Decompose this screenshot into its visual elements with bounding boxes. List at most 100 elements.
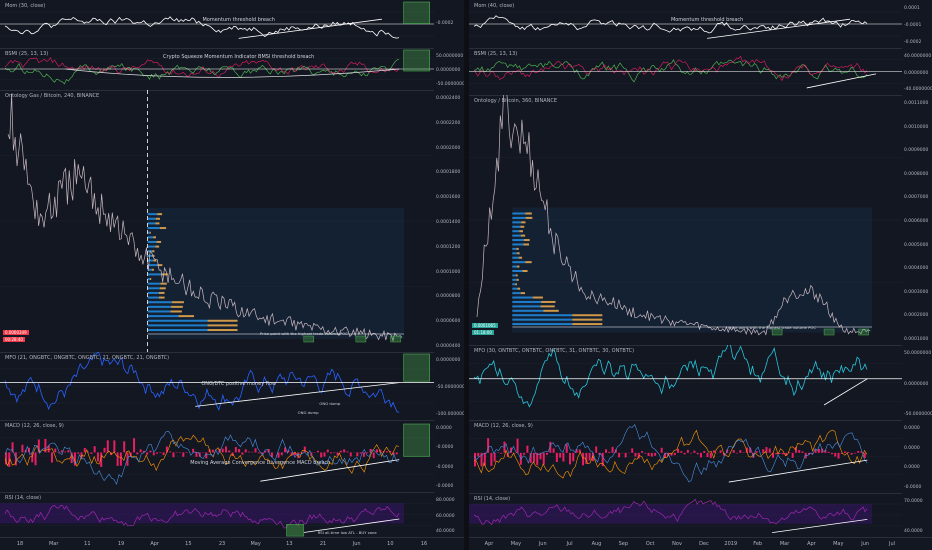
axis-tick-label: 0.0010000	[904, 124, 929, 130]
time-axis[interactable]: Apr May Jun Jul Aug Sep Oct Nov Dec 2019 Feb Mar Apr…	[469, 537, 902, 550]
volume-profile-bar	[541, 300, 556, 303]
volume-profile-bar	[157, 213, 163, 216]
dump-annotation: ONG dump	[319, 400, 341, 406]
macd-histogram-bar	[257, 452, 260, 454]
highlight-box	[303, 335, 315, 343]
volume-profile-bar	[171, 305, 183, 308]
price-axis[interactable]: 70.0000 40.0000	[902, 493, 932, 537]
macd-histogram-bar	[572, 452, 575, 462]
pane-rsi[interactable]: RSI (14, close) 80.0000 60.0000 40.0000 RSI …	[0, 492, 464, 538]
macd-histogram-bar	[247, 451, 250, 453]
price-axis[interactable]: 80.0000 60.0000 40.0000	[434, 492, 464, 537]
macd-histogram-bar	[778, 452, 781, 454]
price-axis[interactable]: 0.0001 -0.0001 -0.0002	[902, 0, 932, 48]
money-flow-line	[4, 352, 400, 413]
pane-mfo[interactable]: MFO (30, ONTBTC, ONTBTC, ONTBTC, 31, ONT…	[469, 345, 932, 421]
pane-title: Mom (40, close)	[474, 3, 515, 9]
pane-plot-rsi[interactable]	[469, 493, 902, 537]
volume-profile-bar	[147, 273, 162, 276]
macd-histogram-bar	[339, 450, 342, 453]
price-axis[interactable]: 50.0000000 0.0000000 -50.0000000	[902, 345, 932, 420]
pane-plot-price[interactable]	[0, 90, 434, 352]
macd-histogram-bar	[578, 449, 581, 453]
layout-divider[interactable]	[464, 0, 469, 550]
macd-histogram-bar	[781, 452, 784, 455]
volume-profile-bar	[170, 310, 182, 313]
volume-profile-bar	[155, 217, 160, 220]
macd-histogram-bar	[585, 452, 588, 464]
volume-profile-bar	[512, 287, 518, 290]
pane-rsi[interactable]: RSI (14, close) 70.0000 40.0000	[469, 493, 932, 538]
macd-histogram-bar	[139, 449, 142, 453]
axis-tick-label: 0.0000400	[436, 344, 461, 349]
pane-macd[interactable]: MACD (12, 26, close, 9) 0.0000 -0.0000 -0.0…	[0, 420, 464, 493]
time-axis-label: Apr	[150, 541, 159, 547]
pane-plot-mom[interactable]	[0, 0, 434, 48]
price-axis[interactable]: 0.0000 -0.0000 -0.0000 -0.0000	[434, 420, 464, 492]
macd-histogram-bar	[96, 452, 99, 462]
time-axis-label: May	[833, 541, 844, 547]
right-chart-layout[interactable]: Mom (40, close) 0.0001 -0.0001 -0.0002 Momen…	[469, 0, 932, 550]
macd-histogram-bar	[749, 447, 752, 453]
volume-profile-bar	[147, 245, 156, 248]
axis-tick-label: -50.0000000	[436, 385, 464, 390]
left-chart-layout[interactable]: Mom (30, close) -0.0002 Momentum threshold…	[0, 0, 464, 550]
price-axis[interactable]: 0.0002400 0.0002200 0.0002000 0.0001800 0.00…	[434, 90, 464, 352]
current-price-tag: 00:28:40	[3, 337, 25, 342]
macd-histogram-bar	[650, 452, 653, 457]
pane-plot-macd[interactable]	[0, 420, 434, 492]
money-flow-line	[473, 345, 868, 408]
axis-tick-label: 0.0000000	[436, 68, 461, 73]
price-axis[interactable]: 0.0011000 0.0010000 0.0009000 0.0008000 0.00…	[902, 95, 932, 345]
pane-price[interactable]: Ontology Gas / Bitcoin, 240, BINANCE 0.00…	[0, 90, 464, 353]
macd-line	[473, 424, 868, 483]
axis-tick-label: 50.0000000	[436, 54, 464, 59]
current-price-tag: 0.0001065	[472, 323, 498, 328]
time-axis-label: 15	[185, 541, 192, 547]
pane-bsmi[interactable]: BSMI (25, 13, 13) 50.0000000 0.0000000 -50.…	[0, 48, 464, 91]
macd-histogram-bar	[119, 452, 122, 466]
pane-price[interactable]: Ontology / Bitcoin, 360, BINANCE 0.001100…	[469, 95, 932, 346]
pane-mom[interactable]: Mom (30, close) -0.0002 Momentum threshold…	[0, 0, 464, 49]
macd-histogram-bar	[320, 452, 323, 458]
highlight-box	[771, 328, 783, 336]
macd-histogram-bar	[11, 442, 14, 453]
axis-tick-label: -100.0000000	[436, 412, 464, 417]
macd-histogram-bar	[546, 452, 549, 455]
volume-profile-bar	[512, 270, 523, 272]
price-axis[interactable]: 40.0000000 0.0000000 -40.0000000	[902, 48, 932, 95]
pane-title: MACD (12, 26, close, 9)	[474, 423, 533, 429]
time-axis-label: 13	[286, 541, 293, 547]
pane-plot-price[interactable]	[469, 95, 902, 345]
price-axis[interactable]: 0.0000000 -50.0000000 -100.0000000	[434, 352, 464, 420]
time-axis[interactable]: 18 Mar 11 19 Apr 15 23 May 13 21 Jun 10 16	[0, 537, 434, 550]
volume-profile-bar	[525, 261, 532, 264]
time-axis-label: Mar	[48, 541, 59, 547]
price-axis[interactable]: 50.0000000 0.0000000 -50.0000000	[434, 48, 464, 90]
volume-profile-bar	[521, 221, 526, 224]
macd-histogram-bar	[772, 452, 775, 458]
macd-signal-line	[4, 434, 400, 474]
pane-plot-mom[interactable]	[469, 0, 902, 48]
pane-plot-bsmi[interactable]	[0, 48, 434, 90]
pane-mom[interactable]: Mom (40, close) 0.0001 -0.0001 -0.0002 Momen…	[469, 0, 932, 49]
axis-tick-label: 60.0000	[436, 513, 455, 519]
pane-plot-bsmi[interactable]	[469, 48, 902, 95]
macd-histogram-bar	[775, 452, 778, 455]
macd-histogram-bar	[182, 452, 185, 457]
price-axis[interactable]: 0.0000 0.0000 0.0000 -0.0000	[902, 420, 932, 493]
pane-bsmi[interactable]: BSMI (25, 13, 13) 40.0000000 0.0000000 -40.…	[469, 48, 932, 96]
macd-histogram-bar	[706, 452, 709, 458]
macd-histogram-bar	[54, 448, 57, 453]
pane-plot-macd[interactable]	[469, 420, 902, 493]
pane-plot-mfo[interactable]	[469, 345, 902, 420]
price-axis[interactable]: -0.0002	[434, 0, 464, 48]
pane-macd[interactable]: MACD (12, 26, close, 9) 0.0000 0.0000 0.000…	[469, 420, 932, 494]
macd-histogram-bar	[798, 450, 801, 453]
macd-histogram-bar	[277, 452, 280, 458]
pane-mfo[interactable]: MFO (21, ONGBTC, ONGBTC, ONGBTC, 21, ONG…	[0, 352, 464, 421]
macd-histogram-bar	[847, 451, 850, 453]
pane-plot-rsi[interactable]	[0, 492, 434, 537]
macd-histogram-bar	[316, 450, 319, 453]
pane-plot-mfo[interactable]	[0, 352, 434, 420]
